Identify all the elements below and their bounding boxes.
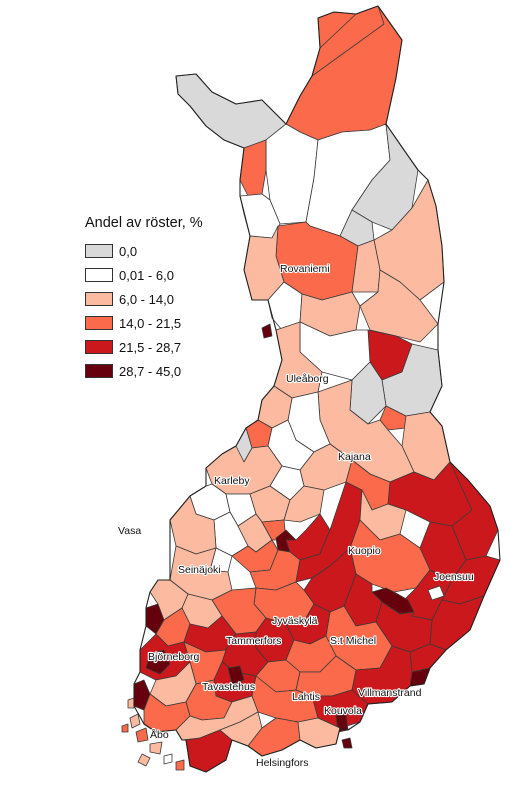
archipelago-islands	[121, 697, 353, 771]
city-label-joensuu: Joensuu	[434, 571, 474, 583]
city-label-bjorneborg: Björneborg	[148, 651, 200, 663]
legend-label: 14,0 - 21,5	[119, 315, 182, 331]
legend-swatch	[85, 364, 113, 378]
region-riihimaki	[251, 675, 319, 723]
legend-swatch	[85, 244, 113, 258]
legend-label: 0,01 - 6,0	[119, 267, 174, 283]
city-label-tammerfors: Tammerfors	[226, 635, 281, 647]
legend-swatch	[85, 340, 113, 354]
city-label-karleby: Karleby	[214, 475, 250, 487]
legend-swatch	[85, 292, 113, 306]
city-label-uleaborg: Uleåborg	[286, 373, 329, 385]
city-label-kouvola: Kouvola	[324, 705, 362, 717]
city-label-vasa: Vasa	[118, 525, 141, 537]
legend-row: 0,0	[85, 239, 203, 263]
city-label-jyvaskyla: Jyväskylä	[272, 615, 318, 627]
legend-row: 6,0 - 14,0	[85, 287, 203, 311]
legend-swatch	[85, 268, 113, 282]
city-label-st-michel: S:t Michel	[330, 635, 376, 647]
city-label-kajana: Kajana	[338, 451, 371, 463]
legend-row: 28,7 - 45,0	[85, 359, 203, 383]
region-posio	[359, 269, 439, 343]
region-bjorneborg-core	[145, 649, 171, 675]
legend-label: 21,5 - 28,7	[119, 339, 182, 355]
region-hyrynsalmi	[379, 405, 407, 431]
city-label-tavastehus: Tavastehus	[202, 681, 255, 693]
legend-swatch	[85, 316, 113, 330]
legend-row: 0,01 - 6,0	[85, 263, 203, 287]
city-label-abo: Åbo	[150, 728, 169, 741]
finland-outline	[133, 5, 501, 773]
city-label-villmanstrand: Villmanstrand	[358, 687, 422, 699]
region-tavastehus-core	[227, 665, 245, 685]
legend-row: 14,0 - 21,5	[85, 311, 203, 335]
city-label-kuopio: Kuopio	[348, 545, 381, 557]
legend-label: 0,0	[119, 243, 138, 259]
city-label-lahtis: Lahtis	[292, 691, 320, 703]
city-label-rovaniemi: Rovaniemi	[280, 263, 330, 275]
region-kemi	[261, 323, 273, 339]
city-label-seinajoki: Seinäjoki	[178, 564, 221, 576]
region-joensuu-lake	[427, 585, 445, 601]
legend-label: 28,7 - 45,0	[119, 363, 182, 379]
city-labels: Rovaniemi Uleåborg Kajana Karleby Vasa K…	[117, 262, 475, 770]
map-legend: Andel av röster, % 0,0 0,01 - 6,0 6,0 - …	[85, 215, 203, 383]
legend-label: 6,0 - 14,0	[119, 291, 174, 307]
legend-row: 21,5 - 28,7	[85, 335, 203, 359]
legend-title: Andel av röster, %	[85, 215, 203, 231]
city-label-helsingfors: Helsingfors	[256, 757, 309, 769]
